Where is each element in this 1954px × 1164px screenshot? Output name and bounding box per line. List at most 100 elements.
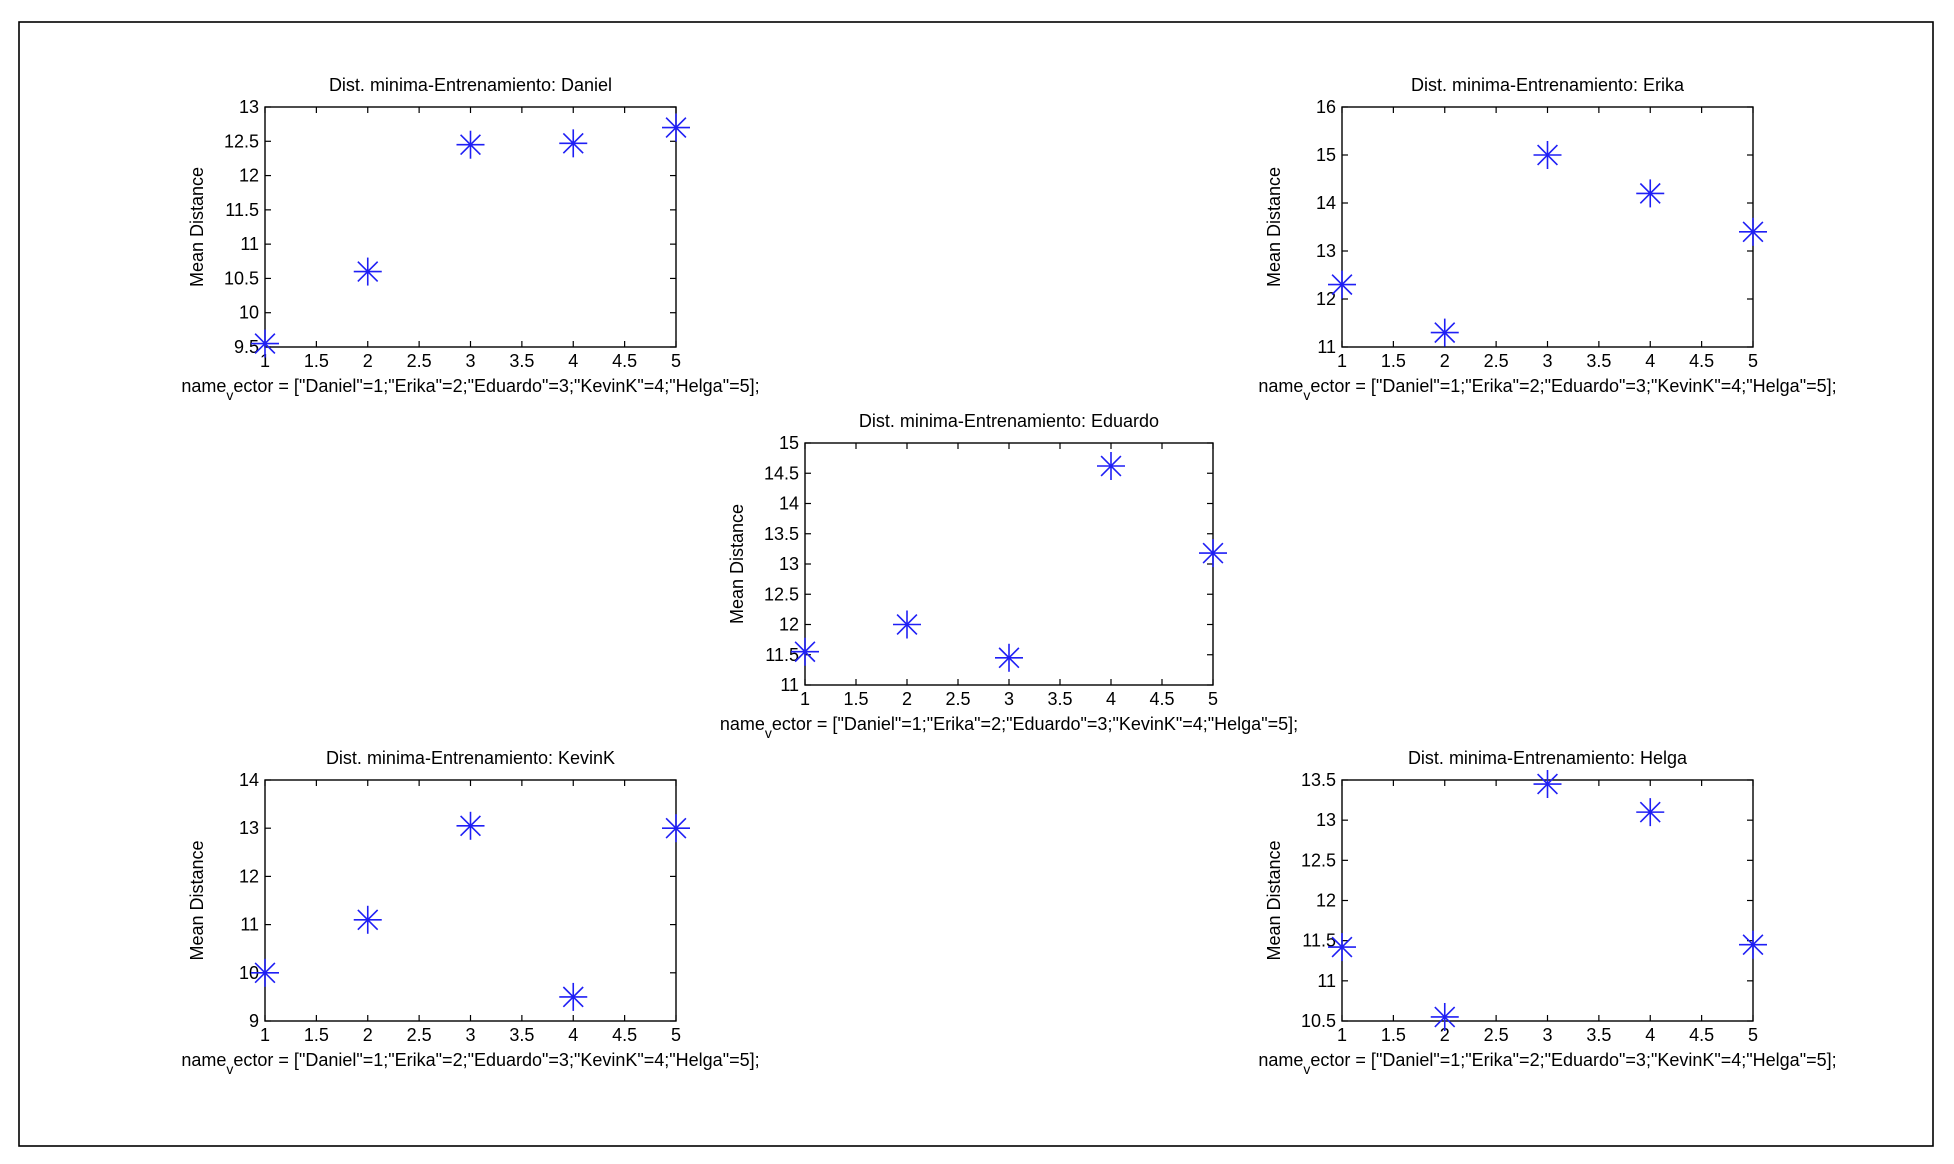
y-tick-label: 16 [1316, 97, 1336, 117]
x-tick-label: 5 [671, 1025, 681, 1045]
x-tick-label: 4.5 [612, 1025, 637, 1045]
x-tick-label: 1 [260, 1025, 270, 1045]
y-tick-label: 12 [1316, 891, 1336, 911]
y-tick-label: 10 [239, 963, 259, 983]
x-axis-label: namevector = ["Daniel"=1;"Erika"=2;"Edua… [181, 376, 759, 403]
x-tick-label: 4 [1645, 351, 1655, 371]
chart-title: Dist. minima-Entrenamiento: Helga [1408, 748, 1688, 768]
x-tick-label: 3.5 [1586, 351, 1611, 371]
x-tick-label: 2 [1440, 351, 1450, 371]
chart-title: Dist. minima-Entrenamiento: Daniel [329, 75, 612, 95]
x-tick-label: 3 [1542, 351, 1552, 371]
y-tick-label: 15 [779, 433, 799, 453]
data-point [1636, 798, 1665, 827]
y-tick-label: 10.5 [224, 268, 259, 288]
x-tick-label: 3 [465, 351, 475, 371]
y-tick-label: 9.5 [234, 337, 259, 357]
y-axis-label: Mean Distance [1264, 167, 1284, 287]
y-tick-label: 14.5 [764, 463, 799, 483]
data-point [1430, 318, 1459, 347]
data-point [791, 637, 819, 666]
data-point [1430, 1002, 1459, 1031]
x-tick-label: 3.5 [509, 351, 534, 371]
data-point [456, 130, 485, 159]
data-point [662, 814, 690, 843]
y-tick-label: 13 [239, 97, 259, 117]
y-tick-label: 12.5 [224, 131, 259, 151]
chart-title: Dist. minima-Entrenamiento: KevinK [326, 748, 615, 768]
x-tick-label: 1 [260, 351, 270, 371]
x-tick-label: 4 [568, 351, 578, 371]
y-tick-label: 11 [780, 675, 799, 695]
x-tick-label: 3 [1004, 689, 1014, 709]
x-tick-label: 1 [1337, 1025, 1347, 1045]
x-tick-label: 1.5 [304, 1025, 329, 1045]
x-tick-label: 1.5 [1381, 1025, 1406, 1045]
x-tick-label: 2 [1440, 1025, 1450, 1045]
chart-title: Dist. minima-Entrenamiento: Erika [1411, 75, 1685, 95]
x-tick-label: 3 [1542, 1025, 1552, 1045]
x-tick-label: 5 [1748, 351, 1758, 371]
y-tick-label: 12.5 [764, 584, 799, 604]
x-tick-label: 5 [671, 351, 681, 371]
data-point [559, 129, 588, 158]
x-tick-label: 2.5 [407, 351, 432, 371]
figure-frame [18, 21, 1934, 1147]
data-point [1097, 451, 1125, 480]
data-point [1328, 933, 1356, 962]
x-tick-label: 1.5 [843, 689, 868, 709]
y-tick-label: 13 [1316, 241, 1336, 261]
y-tick-label: 11.5 [1302, 931, 1336, 951]
x-tick-label: 4 [1645, 1025, 1655, 1045]
y-tick-label: 15 [1316, 145, 1336, 165]
x-tick-label: 2.5 [407, 1025, 432, 1045]
x-tick-label: 3.5 [509, 1025, 534, 1045]
y-axis-label: Mean Distance [187, 840, 207, 960]
x-tick-label: 4.5 [1689, 351, 1714, 371]
x-tick-label: 4 [1106, 689, 1116, 709]
data-point [1328, 270, 1356, 299]
data-point [353, 257, 382, 286]
y-tick-label: 11.5 [765, 645, 799, 665]
x-tick-label: 2 [363, 351, 373, 371]
y-tick-label: 12 [779, 615, 799, 635]
y-axis-label: Mean Distance [1264, 840, 1284, 960]
data-point [662, 113, 690, 142]
x-tick-label: 1 [1337, 351, 1347, 371]
y-tick-label: 13.5 [1301, 770, 1336, 790]
data-point [1533, 141, 1562, 169]
data-point [1739, 930, 1767, 959]
x-tick-label: 5 [1748, 1025, 1758, 1045]
x-axis-label: namevector = ["Daniel"=1;"Erika"=2;"Edua… [1258, 1050, 1836, 1077]
x-tick-label: 3.5 [1586, 1025, 1611, 1045]
y-tick-label: 9 [249, 1011, 259, 1031]
data-point [1739, 217, 1767, 246]
x-tick-label: 1.5 [1381, 351, 1406, 371]
y-tick-label: 11 [240, 234, 259, 254]
y-tick-label: 13 [779, 554, 799, 574]
x-tick-label: 5 [1208, 689, 1218, 709]
x-tick-label: 2 [902, 689, 912, 709]
x-axis-label: namevector = ["Daniel"=1;"Erika"=2;"Edua… [181, 1050, 759, 1077]
data-point [251, 958, 279, 987]
y-axis-label: Mean Distance [187, 167, 207, 287]
x-tick-label: 4.5 [612, 351, 637, 371]
x-axis-label: namevector = ["Daniel"=1;"Erika"=2;"Edua… [1258, 376, 1836, 403]
y-tick-label: 13 [1316, 810, 1336, 830]
x-tick-label: 1 [800, 689, 810, 709]
x-tick-label: 2 [363, 1025, 373, 1045]
x-tick-label: 4 [568, 1025, 578, 1045]
data-point [995, 643, 1023, 672]
x-tick-label: 1.5 [304, 351, 329, 371]
y-tick-label: 11 [1317, 337, 1336, 357]
data-point [1533, 770, 1562, 799]
x-tick-label: 3 [465, 1025, 475, 1045]
data-point [1636, 179, 1665, 208]
y-tick-label: 11.5 [225, 200, 259, 220]
y-tick-label: 12.5 [1301, 850, 1336, 870]
data-point [1199, 539, 1227, 568]
